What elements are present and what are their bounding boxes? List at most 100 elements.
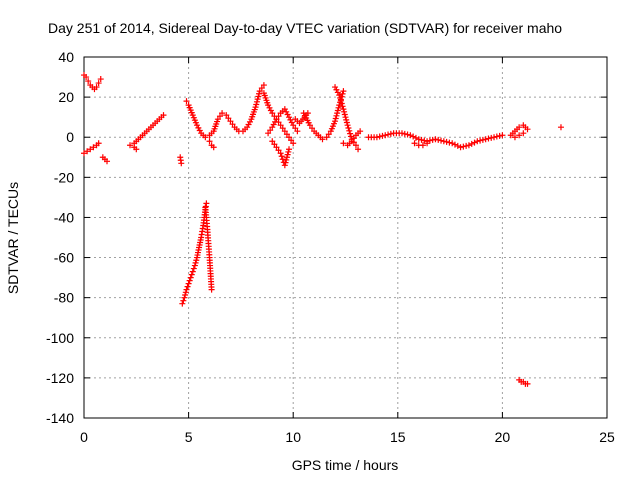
data-point-marker (412, 134, 419, 141)
data-point-marker (83, 74, 90, 81)
data-point-marker (225, 115, 232, 122)
series-arc-r (365, 130, 506, 151)
series-arc-l (265, 106, 301, 137)
series-arc-o (300, 88, 347, 143)
data-point-marker (347, 130, 354, 137)
data-point-marker (189, 268, 196, 275)
data-point-marker (355, 146, 362, 153)
data-point-marker (90, 144, 97, 151)
data-point-marker (376, 133, 383, 140)
data-point-marker (283, 156, 290, 163)
data-point-marker (477, 137, 484, 144)
data-points (81, 72, 564, 387)
data-point-marker (435, 136, 442, 143)
data-point-marker (283, 154, 290, 161)
data-point-marker (85, 78, 92, 85)
data-point-marker (191, 262, 198, 269)
x-tick-label: 15 (390, 429, 406, 445)
data-point-marker (491, 134, 498, 141)
data-point-marker (182, 291, 189, 298)
data-point-marker (385, 131, 392, 138)
data-point-marker (210, 144, 217, 151)
data-point-marker (340, 140, 347, 147)
data-point-marker (340, 88, 347, 95)
data-point-marker (178, 160, 185, 167)
data-point-marker (346, 127, 353, 134)
data-point-marker (281, 162, 288, 169)
data-point-marker (266, 104, 273, 111)
series-arc-q (340, 128, 364, 149)
series-arc-t (507, 122, 531, 139)
data-point-marker (387, 130, 394, 137)
data-point-marker (265, 130, 272, 137)
data-point-marker (319, 136, 326, 143)
series-arc-e (131, 144, 140, 153)
data-point-marker (286, 134, 293, 141)
data-point-marker (288, 137, 295, 144)
data-point-marker (411, 140, 418, 147)
data-point-marker (337, 97, 344, 104)
data-point-marker (440, 138, 447, 145)
y-tick-label: -100 (46, 330, 74, 346)
y-tick-label: -80 (54, 290, 74, 306)
data-point-marker (254, 96, 261, 103)
grid-lines (84, 57, 607, 418)
data-point-marker (275, 113, 282, 120)
data-point-marker (432, 136, 439, 143)
data-point-marker (277, 122, 284, 129)
series-arc-f (177, 154, 185, 167)
data-point-marker (193, 122, 200, 129)
series-arc-w (516, 376, 531, 387)
data-point-marker (418, 136, 425, 143)
data-point-marker (451, 141, 458, 148)
series-arc-d (127, 112, 167, 149)
data-point-marker (344, 122, 351, 129)
data-point-marker (343, 116, 350, 123)
x-tick-label: 25 (599, 429, 615, 445)
data-point-marker (186, 277, 193, 284)
data-point-marker (193, 257, 200, 264)
data-point-marker (337, 94, 344, 101)
data-point-marker (196, 127, 203, 134)
data-point-marker (273, 144, 280, 151)
data-point-marker (340, 106, 347, 113)
data-point-marker (516, 132, 523, 139)
data-point-marker (219, 110, 226, 117)
data-point-marker (253, 101, 260, 108)
data-point-marker (202, 134, 209, 141)
series-arc-b (81, 140, 102, 157)
series-arc-a (81, 72, 104, 93)
data-point-marker (277, 150, 284, 157)
data-point-marker (382, 132, 389, 139)
data-point-marker (275, 147, 282, 154)
y-tick-label: -40 (54, 209, 74, 225)
data-point-marker (179, 300, 186, 307)
data-point-marker (190, 265, 197, 272)
data-point-marker (87, 146, 94, 153)
data-point-marker (265, 102, 272, 109)
data-point-marker (255, 93, 262, 100)
data-point-marker (309, 125, 316, 132)
data-point-marker (183, 286, 190, 293)
data-point-marker (267, 107, 274, 114)
data-point-marker (267, 127, 274, 134)
data-point-marker (419, 142, 426, 149)
x-tick-label: 5 (185, 429, 193, 445)
data-point-marker (334, 107, 341, 114)
data-point-marker (279, 125, 286, 132)
data-point-marker (214, 116, 221, 123)
data-point-marker (273, 116, 280, 123)
data-point-marker (306, 122, 313, 129)
data-point-marker (334, 89, 341, 96)
data-point-marker (457, 144, 464, 151)
chart-title: Day 251 of 2014, Sidereal Day-to-day VTE… (48, 20, 562, 36)
data-point-marker (283, 108, 290, 115)
data-point-marker (488, 134, 495, 141)
series-arc-k (260, 90, 297, 147)
y-axis-label: SDTVAR / TECUs (5, 182, 21, 294)
data-point-marker (438, 137, 445, 144)
data-point-marker (421, 137, 428, 144)
data-point-marker (160, 112, 167, 119)
x-tick-label: 0 (80, 429, 88, 445)
data-point-marker (270, 121, 277, 128)
